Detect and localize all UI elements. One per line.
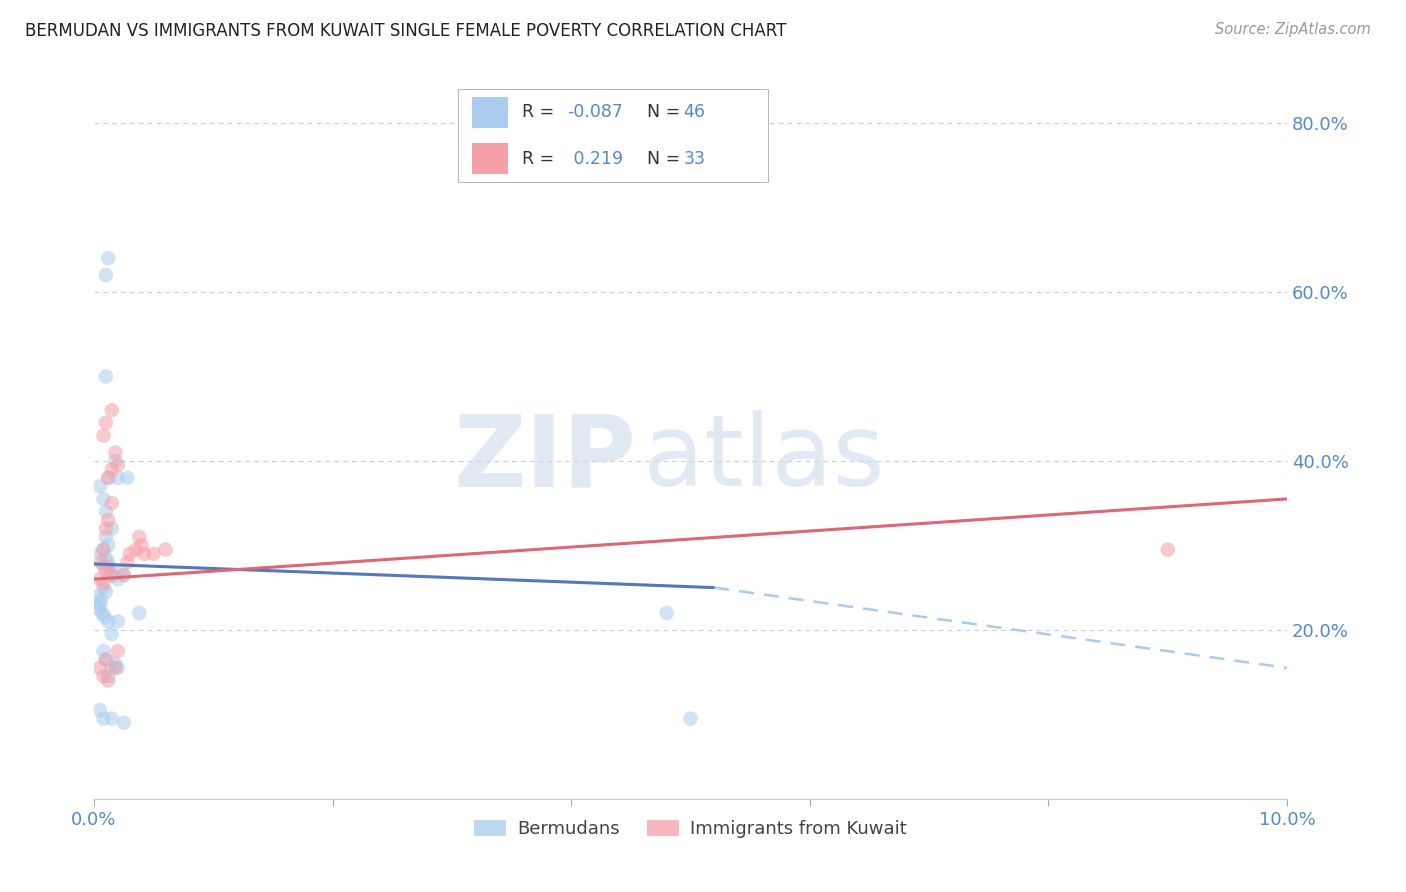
Point [97, 559, 120, 574]
Legend: Bermudans, Immigrants from Kuwait: Bermudans, Immigrants from Kuwait [467, 813, 914, 846]
Point [91, 606, 114, 620]
Text: atlas: atlas [643, 410, 884, 508]
Point [94, 530, 117, 544]
Point [104, 661, 127, 675]
Point [93, 581, 115, 595]
Point [117, 471, 139, 485]
Point [104, 454, 127, 468]
FancyBboxPatch shape [472, 143, 508, 174]
Point [1157, 542, 1180, 557]
Point [101, 661, 124, 675]
Point [97, 513, 120, 527]
Point [112, 568, 135, 582]
Point [125, 542, 148, 557]
Point [679, 712, 702, 726]
Point [101, 712, 124, 726]
Point [94, 369, 117, 384]
Text: -0.087: -0.087 [568, 103, 623, 121]
FancyBboxPatch shape [458, 89, 768, 182]
Point [155, 542, 177, 557]
Point [132, 547, 155, 561]
Point [89, 572, 111, 586]
Point [131, 538, 153, 552]
Point [101, 403, 124, 417]
Text: R =: R = [522, 103, 560, 121]
Point [101, 462, 124, 476]
Point [101, 521, 124, 535]
Point [93, 542, 115, 557]
Point [94, 505, 117, 519]
Point [107, 471, 129, 485]
Point [89, 479, 111, 493]
Point [107, 615, 129, 629]
Point [97, 471, 120, 485]
Point [94, 652, 117, 666]
Point [93, 610, 115, 624]
Point [107, 458, 129, 472]
Point [93, 644, 115, 658]
Point [117, 555, 139, 569]
Point [94, 652, 117, 666]
Point [97, 251, 120, 265]
Text: BERMUDAN VS IMMIGRANTS FROM KUWAIT SINGLE FEMALE POVERTY CORRELATION CHART: BERMUDAN VS IMMIGRANTS FROM KUWAIT SINGL… [25, 22, 787, 40]
Point [90, 593, 112, 607]
Point [94, 268, 117, 282]
Point [101, 568, 124, 582]
Point [128, 606, 150, 620]
Point [142, 547, 165, 561]
Point [101, 627, 124, 641]
Point [128, 530, 150, 544]
Point [112, 715, 135, 730]
FancyBboxPatch shape [472, 96, 508, 128]
Point [93, 669, 115, 683]
Point [101, 496, 124, 510]
Point [97, 673, 120, 688]
Text: R =: R = [522, 150, 560, 168]
Text: N =: N = [636, 150, 685, 168]
Point [107, 644, 129, 658]
Point [97, 555, 120, 569]
Point [90, 555, 112, 569]
Text: 46: 46 [683, 103, 706, 121]
Point [93, 542, 115, 557]
Point [118, 547, 141, 561]
Point [107, 572, 129, 586]
Point [104, 564, 127, 578]
Point [655, 606, 678, 620]
Point [89, 703, 111, 717]
Text: Source: ZipAtlas.com: Source: ZipAtlas.com [1215, 22, 1371, 37]
Point [89, 661, 111, 675]
Point [94, 585, 117, 599]
Point [101, 568, 124, 582]
Point [86, 589, 108, 603]
Point [93, 712, 115, 726]
Text: 33: 33 [683, 150, 706, 168]
Point [89, 547, 111, 561]
Point [94, 521, 117, 535]
Point [97, 615, 120, 629]
Point [93, 559, 115, 574]
Point [104, 657, 127, 671]
Text: 0.219: 0.219 [568, 150, 623, 168]
Point [87, 601, 110, 615]
Point [89, 598, 111, 612]
Point [107, 661, 129, 675]
Point [97, 669, 120, 683]
Text: ZIP: ZIP [454, 410, 637, 508]
Point [97, 471, 120, 485]
Point [93, 576, 115, 591]
Point [104, 445, 127, 459]
Point [93, 428, 115, 442]
Point [94, 551, 117, 566]
Point [112, 568, 135, 582]
Point [94, 564, 117, 578]
Text: N =: N = [636, 103, 685, 121]
Point [93, 491, 115, 506]
Point [97, 538, 120, 552]
Point [94, 416, 117, 430]
